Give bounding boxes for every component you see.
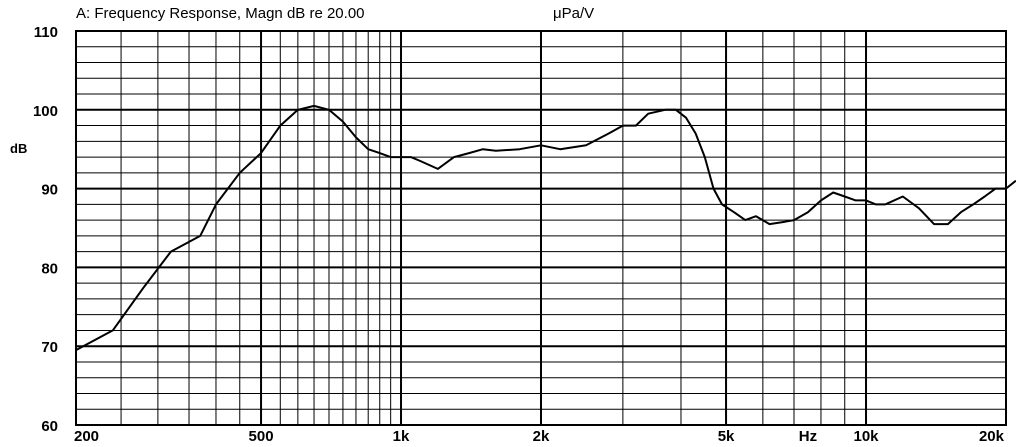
response-curve xyxy=(75,104,1016,351)
y-tick-labels: 60 70 80 90 100 110 xyxy=(33,24,58,435)
x-tick-label: 1k xyxy=(393,428,410,445)
y-tick-label: 100 xyxy=(33,103,58,120)
y-tick-label: 70 xyxy=(41,339,58,356)
x-tick-label: 10k xyxy=(854,428,880,445)
x-tick-label: 20k xyxy=(979,428,1005,445)
chart-title-unit: μPa/V xyxy=(553,5,594,22)
plot-grid xyxy=(75,30,1007,426)
y-tick-label: 80 xyxy=(41,260,58,277)
y-axis-label: dB xyxy=(10,141,27,156)
x-axis-label: Hz xyxy=(799,428,817,445)
x-tick-label: 5k xyxy=(718,428,735,445)
chart-title: A: Frequency Response, Magn dB re 20.00 xyxy=(76,5,365,22)
x-tick-label: 500 xyxy=(249,428,274,445)
x-tick-labels: 200 500 1k 2k 5k 10k 20k xyxy=(74,428,1005,445)
x-tick-label: 2k xyxy=(533,428,550,445)
plot-frame xyxy=(75,30,1007,426)
x-tick-label: 200 xyxy=(74,428,99,445)
y-tick-label: 60 xyxy=(41,418,58,435)
y-tick-label: 110 xyxy=(34,24,58,41)
y-tick-label: 90 xyxy=(41,182,58,199)
